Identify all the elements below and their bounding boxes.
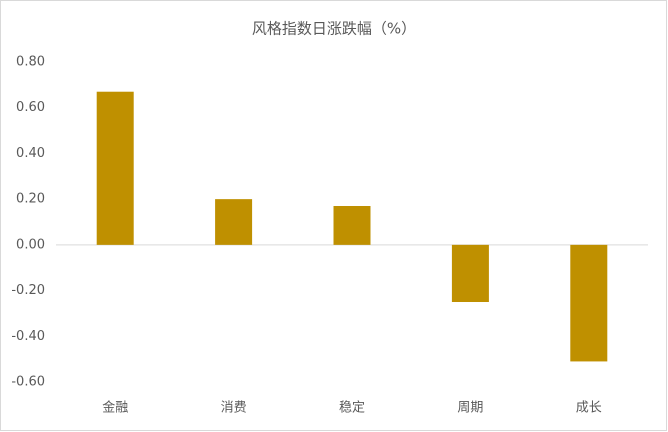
y-tick-label: 0.20 (16, 192, 45, 207)
y-tick-label: -0.20 (11, 283, 45, 298)
y-tick-label: 0.40 (16, 146, 45, 161)
chart-title: 风格指数日涨跌幅（%） (252, 20, 416, 38)
x-tick-label: 稳定 (339, 400, 365, 416)
bar (570, 244, 608, 362)
x-tick-label: 金融 (102, 400, 128, 416)
y-tick-label: 0.80 (16, 55, 45, 70)
y-tick-label: -0.40 (11, 329, 45, 344)
bar (215, 199, 253, 245)
bar (451, 244, 489, 302)
bar (333, 206, 371, 245)
x-tick-label: 成长 (576, 401, 602, 416)
y-tick-label: -0.60 (11, 375, 45, 390)
y-tick-label: 0.60 (16, 100, 45, 115)
y-tick-label: 0.00 (16, 237, 45, 252)
bar (96, 91, 134, 245)
x-tick-label: 周期 (457, 401, 483, 416)
x-tick-label: 消费 (221, 401, 247, 416)
